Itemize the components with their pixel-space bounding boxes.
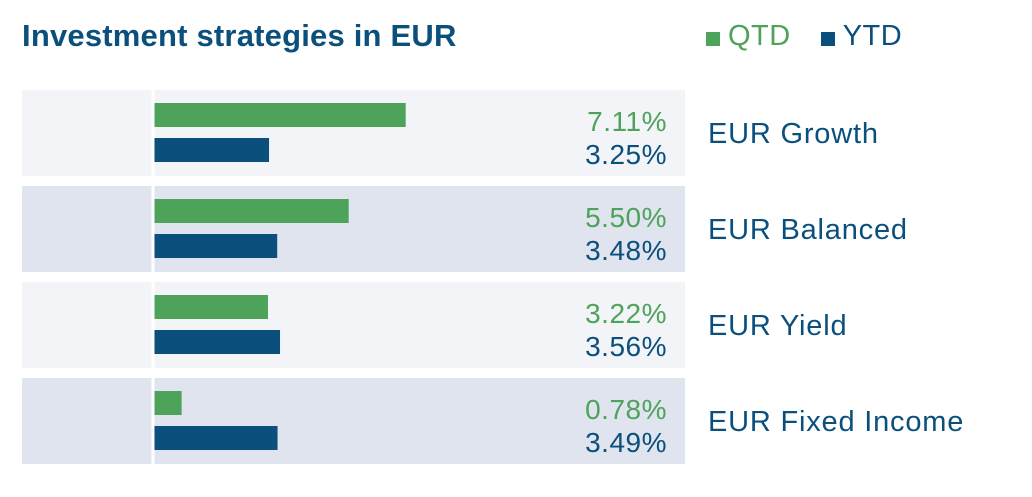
legend-item-ytd: YTD	[820, 20, 903, 53]
legend-label-qtd: QTD	[728, 20, 791, 52]
category-label: EUR Balanced	[708, 214, 908, 246]
data-label-ytd: 3.25%	[585, 139, 667, 170]
bar-qtd	[154, 295, 268, 319]
legend-item-qtd: QTD	[706, 20, 791, 53]
bar-ytd	[154, 426, 278, 450]
bar-qtd	[154, 199, 349, 223]
category-label: EUR Growth	[708, 118, 879, 150]
data-label-ytd: 3.48%	[585, 235, 667, 266]
legend-swatch-qtd	[706, 31, 720, 46]
bar-ytd	[154, 330, 281, 354]
bar-ytd	[154, 234, 278, 258]
data-label-qtd: 5.50%	[585, 202, 667, 233]
legend-swatch-ytd	[820, 31, 835, 46]
row-band	[22, 378, 685, 464]
data-label-qtd: 3.22%	[585, 298, 667, 329]
category-label: EUR Fixed Income	[708, 406, 964, 438]
chart-legend: QTD YTD	[706, 20, 932, 53]
row-band	[22, 186, 685, 272]
bar-qtd	[154, 391, 182, 415]
data-label-ytd: 3.56%	[585, 331, 667, 362]
bar-ytd	[154, 138, 270, 162]
data-label-qtd: 0.78%	[585, 394, 667, 425]
data-label-ytd: 3.49%	[585, 427, 667, 458]
data-label-qtd: 7.11%	[587, 106, 667, 137]
row-band	[22, 282, 685, 368]
bar-qtd	[154, 103, 406, 127]
chart-title: Investment strategies in EUR	[22, 18, 457, 53]
legend-label-ytd: YTD	[842, 20, 903, 52]
category-label: EUR Yield	[708, 310, 847, 342]
